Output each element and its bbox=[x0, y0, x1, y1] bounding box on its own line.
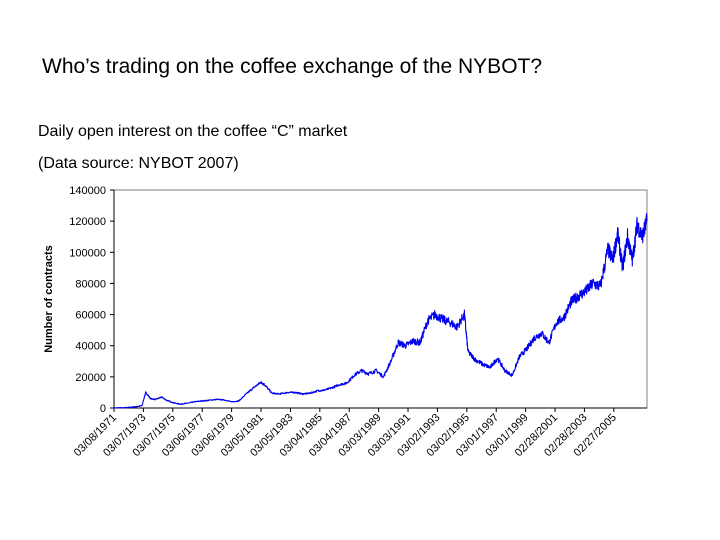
slide-title: Who’s trading on the coffee exchange of … bbox=[42, 55, 543, 78]
y-tick-label: 120000 bbox=[69, 216, 106, 228]
y-axis-title: Number of contracts bbox=[43, 245, 55, 353]
data-source-note: (Data source: NYBOT 2007) bbox=[38, 155, 239, 172]
y-tick-label: 40000 bbox=[75, 341, 106, 353]
y-tick-label: 0 bbox=[100, 403, 106, 415]
chart-subtitle: Daily open interest on the coffee “C” ma… bbox=[38, 123, 348, 140]
y-tick-label: 60000 bbox=[75, 310, 106, 322]
series-group bbox=[113, 213, 648, 409]
open-interest-line bbox=[113, 213, 648, 409]
y-tick-label: 80000 bbox=[75, 278, 106, 290]
y-tick-label: 100000 bbox=[69, 247, 106, 259]
y-axis: 0 20000 40000 60000 80000 100000 120000 140000 bbox=[69, 185, 115, 415]
y-tick-label: 140000 bbox=[69, 185, 106, 197]
x-axis: 03/08/197103/07/197303/07/197503/06/1977… bbox=[72, 407, 647, 459]
y-tick-label: 20000 bbox=[75, 372, 106, 384]
